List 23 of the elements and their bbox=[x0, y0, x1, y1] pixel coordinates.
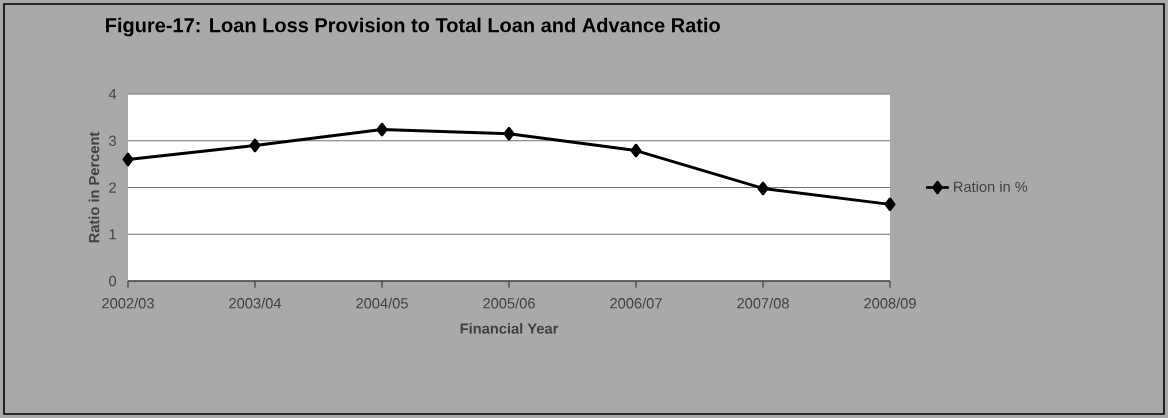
y-tick-label: 2 bbox=[109, 182, 116, 193]
point bbox=[249, 138, 261, 153]
point bbox=[503, 126, 515, 141]
x-tick-label: 2008/09 bbox=[864, 297, 916, 309]
x-tick-label: 2003/04 bbox=[229, 297, 282, 309]
x-tick-label: 2004/05 bbox=[356, 297, 408, 309]
y-tick-label: 0 bbox=[109, 275, 117, 287]
x-tick-label: 2006/07 bbox=[610, 297, 662, 309]
point bbox=[884, 197, 896, 212]
y-tick-label: 3 bbox=[109, 135, 116, 146]
x-tick-label: 2002/03 bbox=[102, 297, 154, 309]
y-axis-title: Ratio in Percent bbox=[88, 131, 100, 243]
y-tick-label: 1 bbox=[109, 229, 116, 240]
point bbox=[757, 181, 769, 196]
chart-title: Figure-17: Loan Loss Provision to Total Loan and Advance Ratio bbox=[106, 17, 720, 37]
point bbox=[376, 122, 388, 137]
x-axis-title: Financial Year bbox=[460, 322, 559, 334]
y-tick-label: 4 bbox=[108, 88, 117, 100]
x-tick-label: 2007/08 bbox=[737, 297, 789, 309]
point bbox=[630, 143, 642, 158]
point bbox=[122, 152, 134, 167]
legend-label: Ration in % bbox=[954, 181, 1028, 192]
x-tick-label: 2005/06 bbox=[483, 297, 535, 309]
